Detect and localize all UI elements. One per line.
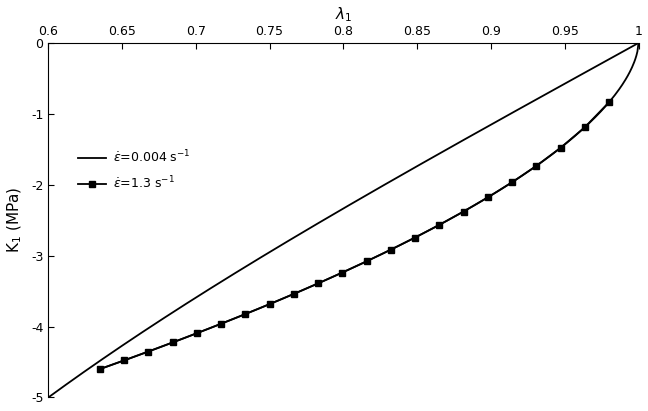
$\dot{\varepsilon}$=1.3 s$^{-1}$ xyxy=(411,235,419,240)
$\dot{\varepsilon}$=1.3 s$^{-1}$ xyxy=(508,180,516,185)
$\dot{\varepsilon}$=1.3 s$^{-1}$ xyxy=(581,125,588,130)
Y-axis label: K$_1$ (MPa): K$_1$ (MPa) xyxy=(6,187,24,254)
$\dot{\varepsilon}$=0.004 s$^{-1}$ xyxy=(364,192,371,197)
$\dot{\varepsilon}$=1.3 s$^{-1}$ xyxy=(145,349,152,354)
$\dot{\varepsilon}$=1.3 s$^{-1}$ xyxy=(121,358,128,363)
$\dot{\varepsilon}$=1.3 s$^{-1}$ xyxy=(435,222,443,227)
$\dot{\varepsilon}$=0.004 s$^{-1}$ xyxy=(329,212,336,217)
$\dot{\varepsilon}$=1.3 s$^{-1}$ xyxy=(242,312,249,316)
X-axis label: $\lambda_1$: $\lambda_1$ xyxy=(334,6,352,24)
$\dot{\varepsilon}$=0.004 s$^{-1}$ xyxy=(44,395,52,400)
$\dot{\varepsilon}$=1.3 s$^{-1}$ xyxy=(387,247,395,252)
$\dot{\varepsilon}$=0.004 s$^{-1}$ xyxy=(634,41,642,46)
$\dot{\varepsilon}$=1.3 s$^{-1}$ xyxy=(314,281,322,286)
$\dot{\varepsilon}$=1.3 s$^{-1}$ xyxy=(557,145,564,150)
$\dot{\varepsilon}$=1.3 s$^{-1}$ xyxy=(338,270,346,275)
$\dot{\varepsilon}$=1.3 s$^{-1}$ xyxy=(363,259,371,264)
$\dot{\varepsilon}$=0.004 s$^{-1}$ xyxy=(396,174,404,179)
$\dot{\varepsilon}$=1.3 s$^{-1}$ xyxy=(533,164,540,169)
$\dot{\varepsilon}$=1.3 s$^{-1}$ xyxy=(290,291,297,296)
$\dot{\varepsilon}$=0.004 s$^{-1}$ xyxy=(325,215,332,219)
$\dot{\varepsilon}$=1.3 s$^{-1}$ xyxy=(484,195,492,200)
$\dot{\varepsilon}$=0.004 s$^{-1}$ xyxy=(620,48,628,53)
Legend: $\dot{\varepsilon}$=0.004 s$^{-1}$, $\dot{\varepsilon}$=1.3 s$^{-1}$: $\dot{\varepsilon}$=0.004 s$^{-1}$, $\do… xyxy=(78,148,191,192)
$\dot{\varepsilon}$=1.3 s$^{-1}$ xyxy=(605,100,613,105)
Line: $\dot{\varepsilon}$=1.3 s$^{-1}$: $\dot{\varepsilon}$=1.3 s$^{-1}$ xyxy=(97,99,612,372)
$\dot{\varepsilon}$=0.004 s$^{-1}$ xyxy=(528,99,536,104)
Line: $\dot{\varepsilon}$=0.004 s$^{-1}$: $\dot{\varepsilon}$=0.004 s$^{-1}$ xyxy=(48,43,638,397)
$\dot{\varepsilon}$=1.3 s$^{-1}$ xyxy=(168,340,176,345)
$\dot{\varepsilon}$=1.3 s$^{-1}$ xyxy=(217,321,225,326)
$\dot{\varepsilon}$=1.3 s$^{-1}$ xyxy=(193,331,201,336)
$\dot{\varepsilon}$=1.3 s$^{-1}$ xyxy=(96,367,104,372)
$\dot{\varepsilon}$=1.3 s$^{-1}$ xyxy=(459,209,467,214)
$\dot{\varepsilon}$=1.3 s$^{-1}$ xyxy=(266,302,273,307)
